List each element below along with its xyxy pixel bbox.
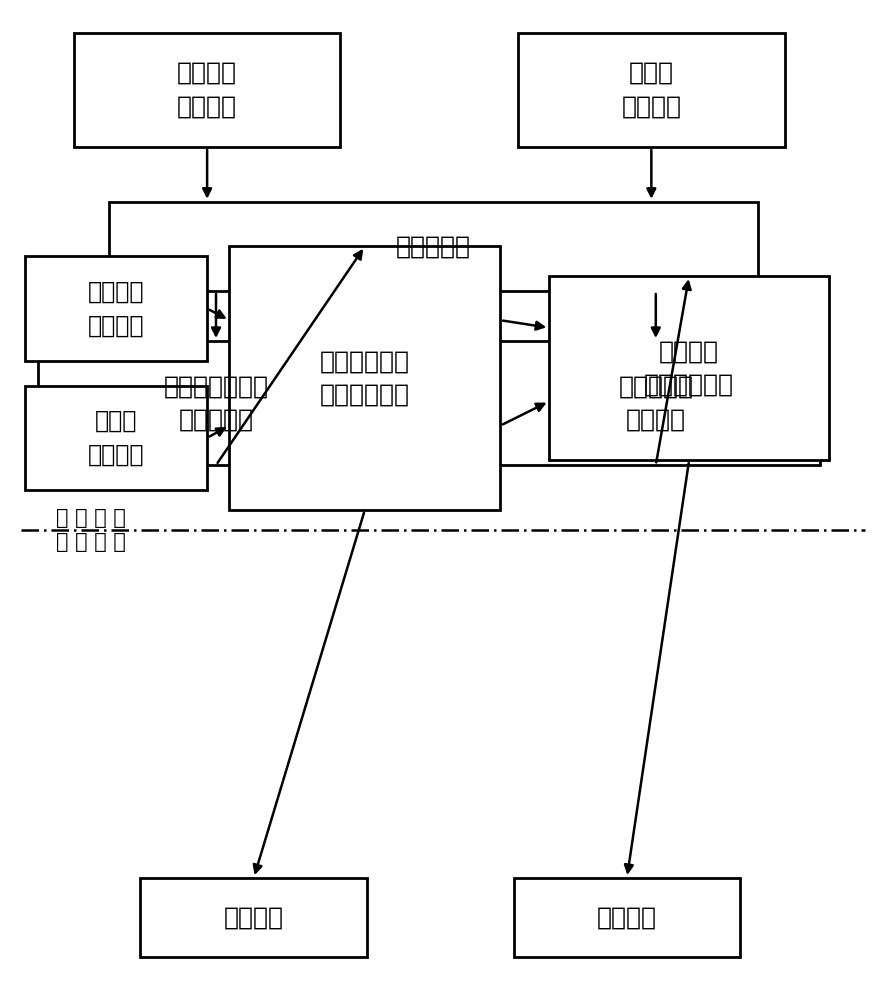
Text: 内热源
实际变化: 内热源 实际变化 (88, 409, 144, 467)
Text: 在 线 计 算: 在 线 计 算 (56, 532, 126, 552)
Text: 平均温度: 平均温度 (597, 906, 657, 930)
Bar (549, 276, 829, 460)
Bar (140, 878, 367, 957)
Text: 热点位置温度
格林函数叠加: 热点位置温度 格林函数叠加 (320, 349, 409, 407)
Text: 内热源
阶跃变化: 内热源 阶跃变化 (621, 61, 681, 119)
Text: 边界温度
阶跃变化: 边界温度 阶跃变化 (177, 61, 237, 119)
Bar (230, 246, 501, 510)
Text: 三维有限元: 三维有限元 (396, 234, 471, 258)
Text: 热点位置及温度
的格林函数: 热点位置及温度 的格林函数 (164, 374, 268, 432)
Bar (38, 341, 393, 465)
Bar (74, 33, 341, 147)
Bar (25, 256, 207, 361)
Bar (514, 878, 740, 957)
Text: 离 线 计 算: 离 线 计 算 (56, 508, 126, 528)
Text: 平均温度的
格林函数: 平均温度的 格林函数 (619, 374, 693, 432)
Text: 平均温度
格林函数叠加: 平均温度 格林函数叠加 (644, 339, 734, 397)
Text: 热点温度: 热点温度 (224, 906, 283, 930)
Bar (492, 341, 820, 465)
Text: 边界温度
实际变化: 边界温度 实际变化 (88, 280, 144, 337)
Bar (25, 386, 207, 490)
Bar (519, 33, 785, 147)
Bar (109, 202, 758, 291)
